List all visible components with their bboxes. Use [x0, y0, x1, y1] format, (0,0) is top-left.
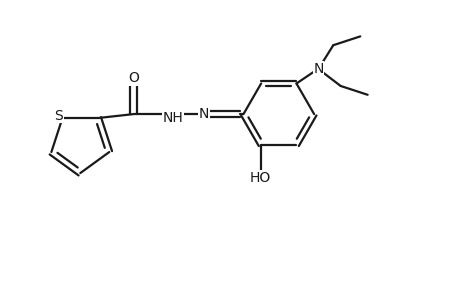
Text: O: O	[128, 71, 139, 85]
Text: N: N	[199, 107, 209, 121]
Text: N: N	[313, 62, 323, 76]
Text: NH: NH	[162, 111, 183, 125]
Text: HO: HO	[249, 171, 270, 184]
Text: S: S	[54, 109, 63, 123]
